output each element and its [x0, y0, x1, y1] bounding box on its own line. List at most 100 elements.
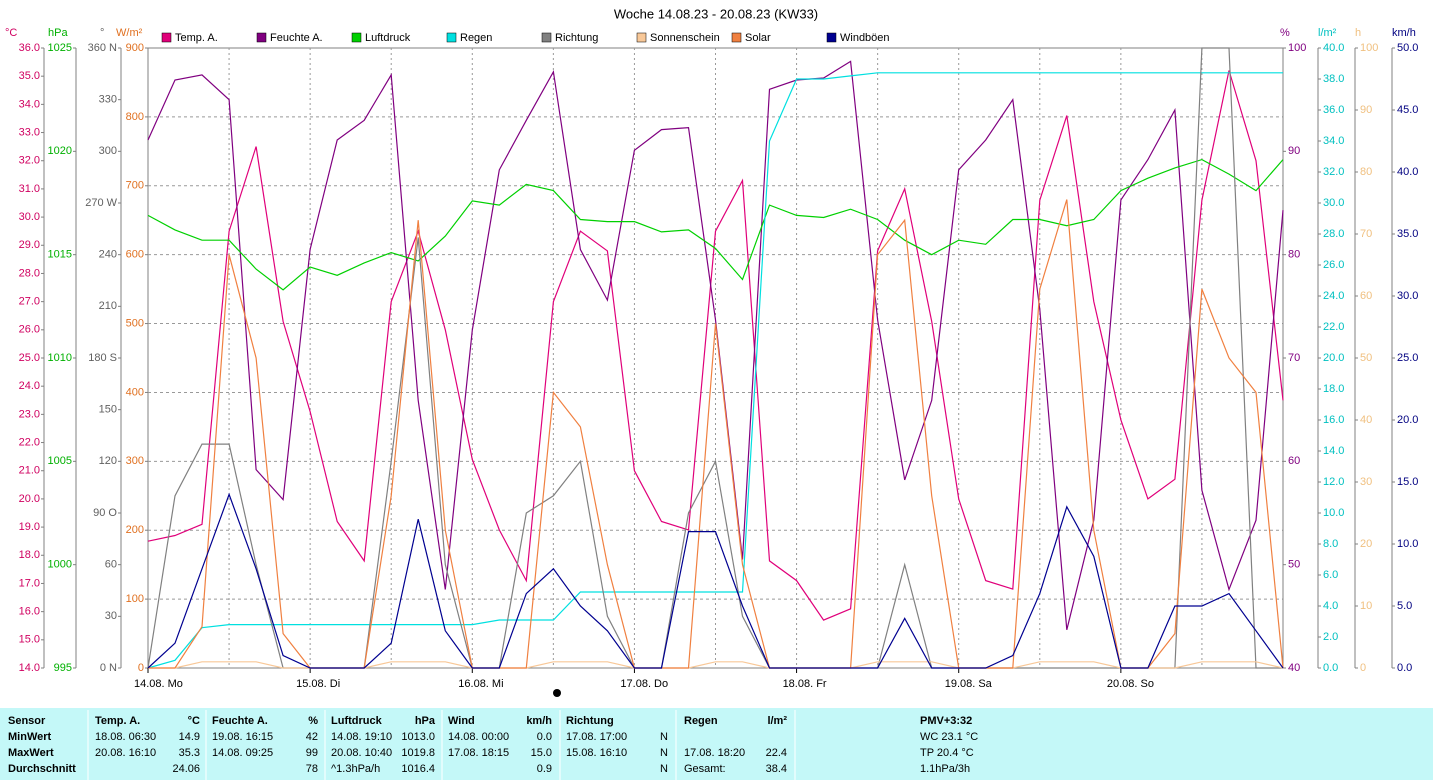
table-header: PMV+3:32 [920, 715, 972, 727]
table-cell: 18.08. 06:30 [95, 731, 156, 743]
y-tick-label: 21.0 [19, 465, 40, 477]
table-cell: 38.4 [766, 763, 787, 775]
y-tick-label: 500 [126, 317, 144, 329]
y-tick-label: 330 [99, 94, 117, 106]
series-line [147, 158, 1284, 291]
y-tick-label: 28.0 [19, 267, 40, 279]
table-header: °C [188, 715, 200, 727]
y-tick-label: 26.0 [19, 324, 40, 336]
y-tick-label: 32.0 [1323, 166, 1344, 178]
y-tick-label: 90 [1288, 145, 1300, 157]
legend-label: Feuchte A. [270, 32, 323, 44]
y-tick-label: 1015 [48, 249, 72, 261]
legend-label: Windböen [840, 32, 890, 44]
y-tick-label: 16.0 [19, 606, 40, 618]
y-tick-label: 14.0 [19, 662, 40, 674]
y-tick-label: 16.0 [1323, 414, 1344, 426]
y-tick-label: 60 [1360, 290, 1372, 302]
y-tick-label: 29.0 [19, 239, 40, 251]
y-tick-label: 4.0 [1323, 600, 1338, 612]
table-header: Wind [448, 715, 475, 727]
table-header: hPa [415, 715, 436, 727]
y-tick-label: 26.0 [1323, 259, 1344, 271]
table-cell: 17.08. 18:20 [684, 747, 745, 759]
table-cell: 14.08. 09:25 [212, 747, 273, 759]
legend-label: Solar [745, 32, 771, 44]
table-cell: 35.3 [179, 747, 200, 759]
axis-unit: l/m² [1318, 27, 1337, 39]
table-cell: 42 [306, 731, 318, 743]
x-tick-label: 17.08. Do [620, 678, 668, 690]
y-tick-label: 180 S [88, 352, 117, 364]
table-header: Regen [684, 715, 718, 727]
y-tick-label: 300 [99, 145, 117, 157]
x-tick-label: 16.08. Mi [458, 678, 503, 690]
table-cell: N [660, 747, 668, 759]
legend-swatch [446, 32, 457, 43]
axis-unit: h [1355, 27, 1361, 39]
table-header: km/h [526, 715, 552, 727]
y-tick-label: 0 [1360, 662, 1366, 674]
series-line [147, 492, 1284, 669]
y-tick-label: 360 N [88, 42, 117, 54]
table-header: Feuchte A. [212, 715, 268, 727]
legend-swatch [256, 32, 267, 43]
y-tick-label: 31.0 [19, 183, 40, 195]
table-cell: 20.08. 16:10 [95, 747, 156, 759]
y-tick-label: 18.0 [1323, 383, 1344, 395]
row-label: Durchschnitt [8, 763, 76, 775]
series-line [147, 60, 1284, 630]
legend-swatch [161, 32, 172, 43]
y-tick-label: 40.0 [1397, 166, 1418, 178]
y-tick-label: 1005 [48, 455, 72, 467]
y-tick-label: 90 O [93, 507, 117, 519]
y-tick-label: 30.0 [19, 211, 40, 223]
table-cell: TP 20.4 °C [920, 747, 974, 759]
x-tick-label: 14.08. Mo [134, 678, 183, 690]
y-tick-label: 80 [1360, 166, 1372, 178]
y-tick-label: 22.0 [19, 436, 40, 448]
y-tick-label: 30 [1360, 476, 1372, 488]
y-tick-label: 20 [1360, 538, 1372, 550]
table-cell: 14.08. 00:00 [448, 731, 509, 743]
y-tick-label: 80 [1288, 249, 1300, 261]
y-tick-label: 240 [99, 249, 117, 261]
legend-swatch [731, 32, 742, 43]
y-tick-label: 900 [126, 42, 144, 54]
series-line [147, 70, 1284, 621]
y-tick-label: 25.0 [19, 352, 40, 364]
table-cell: WC 23.1 °C [920, 731, 978, 743]
y-tick-label: 35.0 [19, 70, 40, 82]
y-tick-label: 0 N [100, 662, 117, 674]
table-cell: 0.9 [537, 763, 552, 775]
y-tick-label: 17.0 [19, 577, 40, 589]
table-cell: 15.0 [531, 747, 552, 759]
legend-swatch [636, 32, 647, 43]
table-cell: 1016.4 [401, 763, 435, 775]
y-tick-label: 70 [1288, 352, 1300, 364]
y-tick-label: 0 [138, 662, 144, 674]
table-header: Sensor [8, 715, 46, 727]
y-tick-label: 100 [1288, 42, 1306, 54]
table-cell: ^1.3hPa/h [331, 763, 380, 775]
y-tick-label: 36.0 [19, 42, 40, 54]
legend-swatch [351, 32, 362, 43]
y-tick-label: 24.0 [1323, 290, 1344, 302]
y-tick-label: 1000 [48, 559, 72, 571]
y-tick-label: 50 [1360, 352, 1372, 364]
y-tick-label: 35.0 [1397, 228, 1418, 240]
y-tick-label: 45.0 [1397, 104, 1418, 116]
y-tick-label: 400 [126, 386, 144, 398]
axis-unit: ° [100, 27, 104, 39]
y-tick-label: 40 [1288, 662, 1300, 674]
y-tick-label: 30 [105, 610, 117, 622]
legend-swatch [541, 32, 552, 43]
y-tick-label: 270 W [85, 197, 117, 209]
y-tick-label: 25.0 [1397, 352, 1418, 364]
y-tick-label: 800 [126, 111, 144, 123]
y-tick-label: 0.0 [1397, 662, 1412, 674]
axis-unit: W/m² [116, 27, 143, 39]
y-tick-label: 14.0 [1323, 445, 1344, 457]
y-tick-label: 150 [99, 404, 117, 416]
y-tick-label: 12.0 [1323, 476, 1344, 488]
